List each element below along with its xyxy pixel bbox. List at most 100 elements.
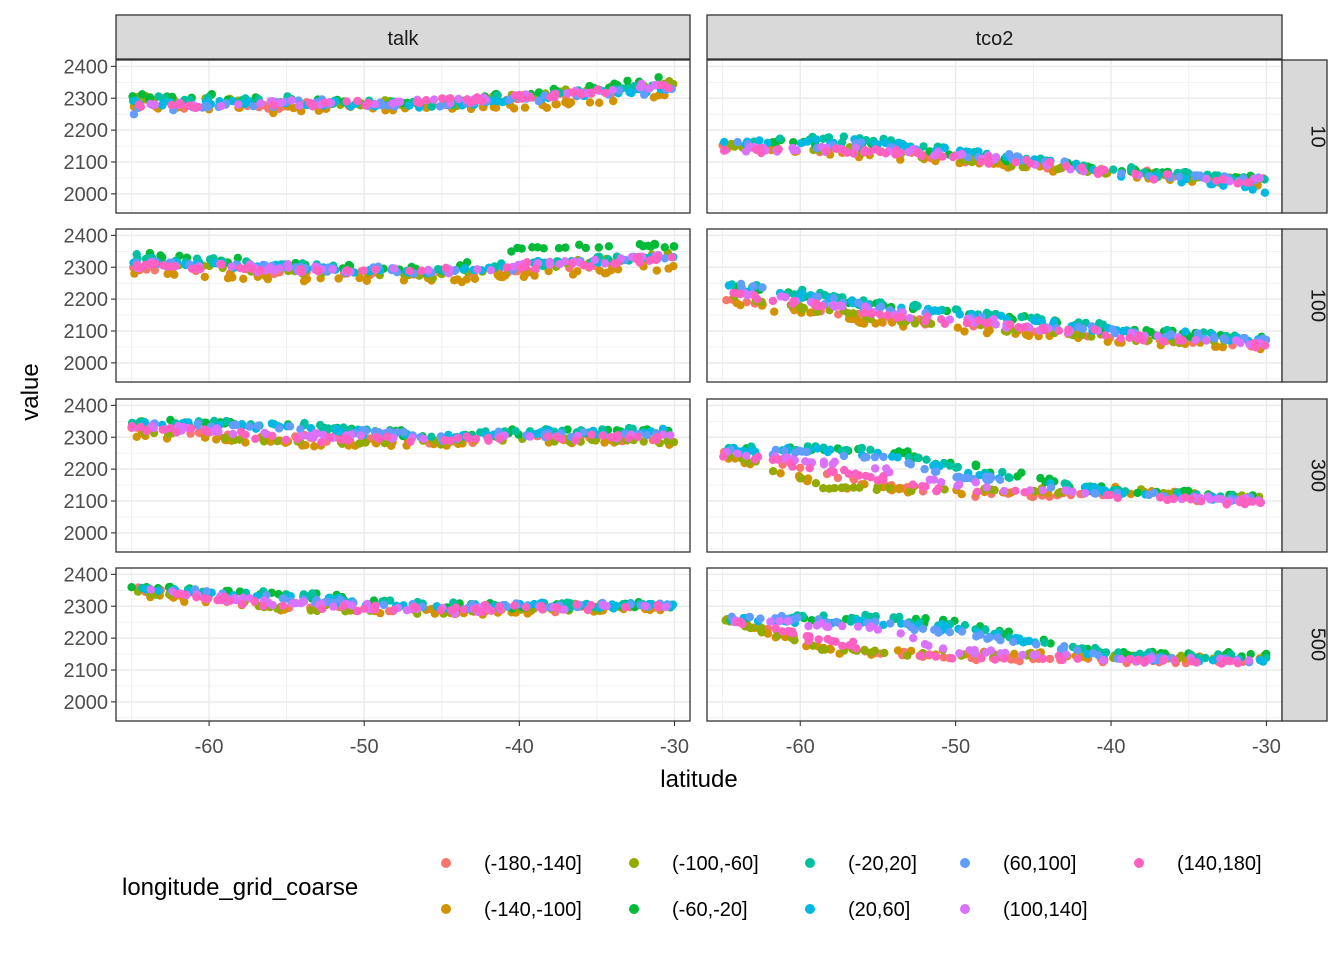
- data-point: [721, 146, 730, 155]
- data-point: [436, 606, 445, 615]
- data-point: [880, 648, 889, 658]
- data-point: [1038, 486, 1048, 495]
- data-point: [268, 600, 277, 610]
- data-point: [127, 422, 136, 431]
- data-point: [424, 265, 433, 275]
- legend-label: (-20,20]: [848, 853, 917, 875]
- data-point: [857, 138, 866, 147]
- data-point: [959, 474, 968, 483]
- data-point: [615, 86, 624, 95]
- data-point: [798, 289, 807, 298]
- data-point: [552, 432, 561, 441]
- data-point: [399, 427, 408, 437]
- panel-background: [707, 60, 1282, 213]
- series-(140,180]: [127, 422, 662, 447]
- data-point: [1068, 487, 1077, 496]
- data-point: [627, 88, 636, 98]
- legend-items: (-180,-140] (-140,-100] (-100,-60] (-60,-20…: [441, 853, 1262, 921]
- strip-label: 100: [1307, 289, 1329, 322]
- data-point: [1210, 334, 1219, 343]
- data-point: [560, 605, 569, 614]
- data-point: [451, 603, 461, 612]
- data-point: [132, 250, 141, 259]
- data-point: [274, 264, 284, 273]
- data-point: [1046, 483, 1056, 492]
- data-point: [371, 265, 380, 274]
- data-point: [496, 605, 505, 615]
- data-point: [245, 422, 254, 431]
- legend-item: (-100,-60]: [629, 853, 759, 875]
- data-point: [879, 620, 888, 630]
- data-point: [508, 262, 518, 272]
- data-point: [802, 447, 811, 457]
- data-point: [1130, 169, 1140, 178]
- legend-item: (140,180]: [1134, 853, 1262, 875]
- points: [128, 73, 678, 119]
- legend-label: (20,60]: [848, 899, 910, 921]
- data-point: [561, 243, 570, 252]
- data-point: [656, 80, 666, 90]
- data-point: [852, 644, 861, 653]
- data-point: [796, 463, 805, 473]
- data-point: [146, 585, 156, 594]
- data-point: [1032, 650, 1041, 659]
- data-point: [654, 73, 663, 82]
- data-point: [783, 617, 793, 626]
- data-point: [203, 594, 212, 604]
- data-point: [221, 433, 230, 443]
- data-point: [934, 306, 943, 316]
- panel-tco2-300: [706, 398, 1283, 553]
- data-point: [971, 461, 981, 471]
- data-point: [1093, 166, 1102, 176]
- data-point: [429, 95, 439, 104]
- legend-key: [629, 858, 639, 868]
- data-point: [1153, 331, 1163, 340]
- legend-label: (140,180]: [1177, 853, 1262, 875]
- data-point: [742, 297, 751, 307]
- data-point: [238, 593, 248, 602]
- data-point: [200, 272, 209, 282]
- data-point: [1009, 637, 1018, 646]
- data-point: [633, 252, 642, 262]
- data-point: [1054, 489, 1063, 498]
- data-point: [938, 152, 947, 161]
- data-point: [170, 270, 179, 279]
- data-point: [640, 601, 650, 611]
- legend-key: [441, 904, 451, 914]
- data-point: [854, 622, 863, 631]
- data-point: [250, 596, 259, 606]
- data-point: [502, 263, 511, 272]
- data-point: [611, 432, 620, 442]
- data-point: [274, 424, 284, 433]
- data-point: [575, 240, 584, 249]
- series-(140,180]: [734, 617, 1243, 668]
- points: [127, 582, 678, 619]
- data-point: [666, 431, 675, 440]
- y-tick-label: 2000: [64, 184, 109, 206]
- legend: longitude_grid_coarse (-180,-140] (-140,-…: [122, 853, 1262, 921]
- data-point: [872, 485, 881, 495]
- data-point: [1144, 490, 1154, 500]
- data-point: [931, 652, 941, 661]
- data-point: [353, 607, 362, 616]
- data-point: [805, 463, 814, 473]
- legend-key: [805, 904, 815, 914]
- data-point: [1248, 185, 1257, 194]
- data-point: [1031, 316, 1040, 325]
- strip-background: [1281, 567, 1328, 722]
- data-point: [640, 90, 649, 99]
- points: [127, 415, 679, 451]
- data-point: [1203, 492, 1213, 501]
- data-point: [298, 268, 307, 277]
- data-point: [669, 242, 678, 251]
- data-point: [1186, 495, 1196, 504]
- data-point: [884, 483, 894, 493]
- data-point: [788, 462, 797, 471]
- data-point: [913, 301, 922, 311]
- data-point: [528, 243, 537, 252]
- data-point: [990, 655, 1000, 664]
- data-point: [1040, 638, 1049, 647]
- data-point: [222, 416, 231, 426]
- data-point: [649, 93, 659, 102]
